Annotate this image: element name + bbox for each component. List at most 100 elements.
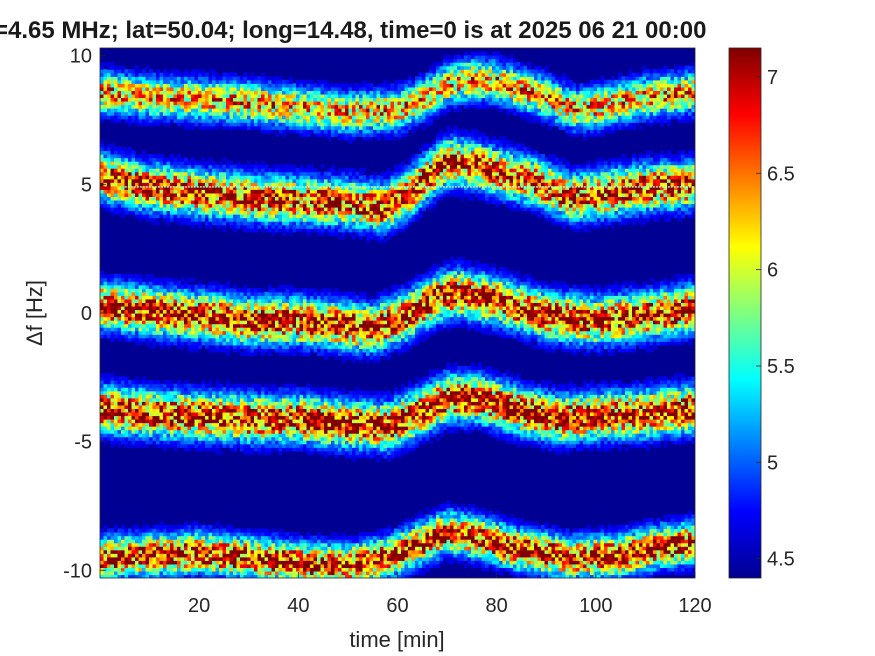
heatmap-cell xyxy=(180,178,185,183)
heatmap-cell xyxy=(191,556,196,561)
heatmap-cell xyxy=(107,93,112,99)
heatmap-cell xyxy=(103,553,108,558)
heatmap-cell xyxy=(173,210,178,215)
heatmap-cell xyxy=(285,351,290,356)
heatmap-cell xyxy=(219,337,224,342)
heatmap-cell xyxy=(198,295,203,300)
heatmap-cell xyxy=(103,376,108,381)
heatmap-cell xyxy=(191,411,196,417)
heatmap-cell xyxy=(142,161,147,166)
heatmap-cell xyxy=(292,387,297,392)
heatmap-cell xyxy=(180,415,185,420)
heatmap-cell xyxy=(166,171,171,176)
heatmap-cell xyxy=(240,175,245,180)
heatmap-cell xyxy=(100,567,105,572)
heatmap-cell xyxy=(117,196,122,201)
heatmap-cell xyxy=(163,171,168,176)
heatmap-cell xyxy=(250,118,255,123)
heatmap-cell xyxy=(229,295,234,300)
heatmap-cell xyxy=(205,563,210,568)
heatmap-cell xyxy=(282,207,287,212)
heatmap-cell xyxy=(135,295,140,300)
heatmap-cell xyxy=(173,574,178,578)
heatmap-cell xyxy=(180,196,185,201)
heatmap-cell xyxy=(250,224,255,229)
heatmap-cell xyxy=(117,298,122,303)
heatmap-cell xyxy=(212,79,217,84)
heatmap-cell xyxy=(135,281,140,286)
heatmap-cell xyxy=(194,302,199,307)
heatmap-cell xyxy=(110,387,115,392)
heatmap-cell xyxy=(159,182,164,187)
heatmap-cell xyxy=(236,305,241,311)
heatmap-cell xyxy=(128,302,133,307)
heatmap-cell xyxy=(226,323,231,328)
heatmap-cell xyxy=(117,546,122,551)
heatmap-cell xyxy=(170,330,175,335)
heatmap-cell xyxy=(180,86,185,91)
heatmap-cell xyxy=(177,192,182,197)
heatmap-cell xyxy=(142,104,147,109)
heatmap-cell xyxy=(271,207,276,212)
heatmap-cell xyxy=(240,125,245,130)
heatmap-cell xyxy=(152,334,157,339)
heatmap-cell xyxy=(128,440,133,445)
heatmap-cell xyxy=(198,182,203,187)
heatmap-cell xyxy=(198,69,203,74)
heatmap-cell xyxy=(128,90,133,95)
heatmap-cell xyxy=(236,560,241,565)
heatmap-cell xyxy=(219,214,224,219)
heatmap-cell xyxy=(226,164,231,169)
heatmap-cell xyxy=(110,302,115,307)
heatmap-cells xyxy=(100,51,695,578)
heatmap-cell xyxy=(226,192,231,197)
heatmap-cell xyxy=(292,86,297,91)
heatmap-cell xyxy=(117,199,122,205)
heatmap-cell xyxy=(107,79,112,84)
heatmap-cell xyxy=(226,221,231,226)
heatmap-cell xyxy=(282,549,287,554)
heatmap-cell xyxy=(173,397,178,402)
heatmap-cell xyxy=(222,549,227,554)
heatmap-cell xyxy=(107,313,112,318)
heatmap-cell xyxy=(184,210,189,215)
heatmap-cell xyxy=(173,281,178,286)
heatmap-cell xyxy=(166,433,171,438)
heatmap-cell xyxy=(156,196,161,201)
heatmap-cell xyxy=(124,404,129,409)
heatmap-cell xyxy=(205,327,210,332)
heatmap-cell xyxy=(138,426,143,431)
heatmap-cell xyxy=(124,76,129,81)
heatmap-cell xyxy=(170,334,175,339)
heatmap-cell xyxy=(247,450,252,455)
heatmap-cell xyxy=(194,309,199,314)
heatmap-cell xyxy=(247,125,252,130)
heatmap-cell xyxy=(264,429,269,434)
heatmap-cell xyxy=(100,436,105,441)
heatmap-cell xyxy=(198,546,203,551)
heatmap-cell xyxy=(229,161,234,166)
heatmap-cell xyxy=(117,401,122,406)
heatmap-cell xyxy=(152,122,157,127)
heatmap-cell xyxy=(250,171,255,176)
heatmap-cell xyxy=(229,196,234,201)
heatmap-cell xyxy=(131,284,136,289)
heatmap-cell xyxy=(173,196,178,201)
heatmap-cell xyxy=(292,408,297,413)
heatmap-cell xyxy=(226,429,231,434)
heatmap-cell xyxy=(180,408,185,413)
heatmap-cell xyxy=(205,404,210,409)
heatmap-cell xyxy=(152,175,157,180)
heatmap-cell xyxy=(191,221,196,226)
heatmap-cell xyxy=(128,104,133,109)
heatmap-cell xyxy=(229,401,234,406)
heatmap-cell xyxy=(289,231,294,236)
heatmap-cell xyxy=(145,164,150,169)
heatmap-cell xyxy=(114,320,119,325)
heatmap-cell xyxy=(187,433,192,438)
heatmap-cell xyxy=(184,436,189,441)
heatmap-cell xyxy=(285,182,290,187)
heatmap-cell xyxy=(208,436,213,441)
heatmap-cell xyxy=(264,344,269,349)
heatmap-cell xyxy=(257,404,262,409)
